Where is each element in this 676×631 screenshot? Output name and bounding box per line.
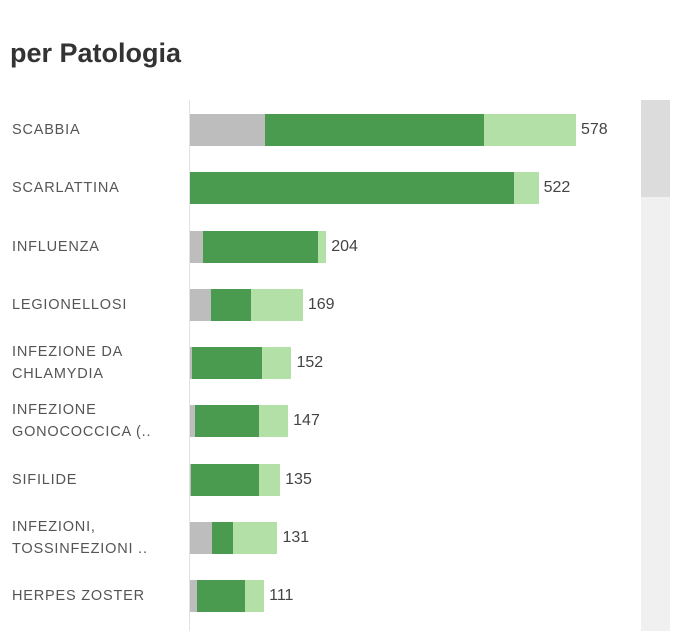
total-label: 152 bbox=[296, 354, 324, 371]
bar-segment bbox=[192, 347, 263, 379]
bar-segment bbox=[190, 288, 211, 321]
bar-segment bbox=[190, 230, 203, 263]
scrollbar-thumb[interactable] bbox=[641, 100, 670, 197]
category-label: INFEZIONI, TOSSINFEZIONI .. bbox=[12, 518, 148, 557]
bar-segment bbox=[190, 347, 192, 379]
bar-segment bbox=[190, 172, 514, 205]
bar-segment bbox=[190, 405, 195, 438]
bar-segment bbox=[210, 288, 252, 321]
category-label: SCARLATTINA bbox=[12, 180, 120, 197]
chart-title: per Patologia bbox=[10, 38, 182, 68]
bar-segment bbox=[262, 347, 292, 379]
category-label: INFEZIONE GONOCOCCICA (.. bbox=[12, 402, 152, 441]
category-label: INFLUENZA bbox=[12, 238, 100, 255]
bar-segment bbox=[202, 230, 318, 263]
category-label: LEGIONELLOSI bbox=[12, 296, 128, 313]
bar-segment bbox=[190, 463, 192, 496]
bar-segment bbox=[259, 405, 289, 438]
bar-segment bbox=[483, 114, 576, 146]
total-label: 131 bbox=[282, 528, 310, 546]
total-label: 169 bbox=[307, 295, 335, 313]
bar-segment bbox=[317, 230, 327, 263]
total-label: 147 bbox=[293, 412, 320, 430]
total-label: 578 bbox=[581, 121, 608, 138]
category-label: SIFILIDE bbox=[12, 471, 78, 488]
total-label: 204 bbox=[331, 237, 358, 255]
axis-line bbox=[189, 100, 190, 631]
category-label: INFEZIONE DA CHLAMYDIA bbox=[12, 344, 124, 382]
bar-segment bbox=[513, 172, 539, 205]
bar-segment bbox=[264, 114, 484, 146]
bar-segment bbox=[251, 288, 303, 321]
category-label: HERPES ZOSTER bbox=[12, 588, 145, 604]
bar-segment bbox=[244, 580, 265, 612]
total-label: 522 bbox=[543, 179, 571, 197]
bar-segment bbox=[190, 580, 197, 612]
bar-segment bbox=[190, 114, 265, 146]
bar-segment bbox=[194, 405, 260, 438]
bar-segment bbox=[196, 580, 245, 612]
bar-segment bbox=[191, 463, 260, 496]
bar-segment bbox=[190, 521, 213, 554]
total-label: 111 bbox=[269, 587, 294, 604]
total-label: 135 bbox=[285, 470, 312, 488]
bar-segment bbox=[232, 521, 278, 554]
bar-segment bbox=[212, 521, 233, 554]
category-label: SCABBIA bbox=[12, 122, 81, 138]
bar-segment bbox=[259, 463, 281, 496]
